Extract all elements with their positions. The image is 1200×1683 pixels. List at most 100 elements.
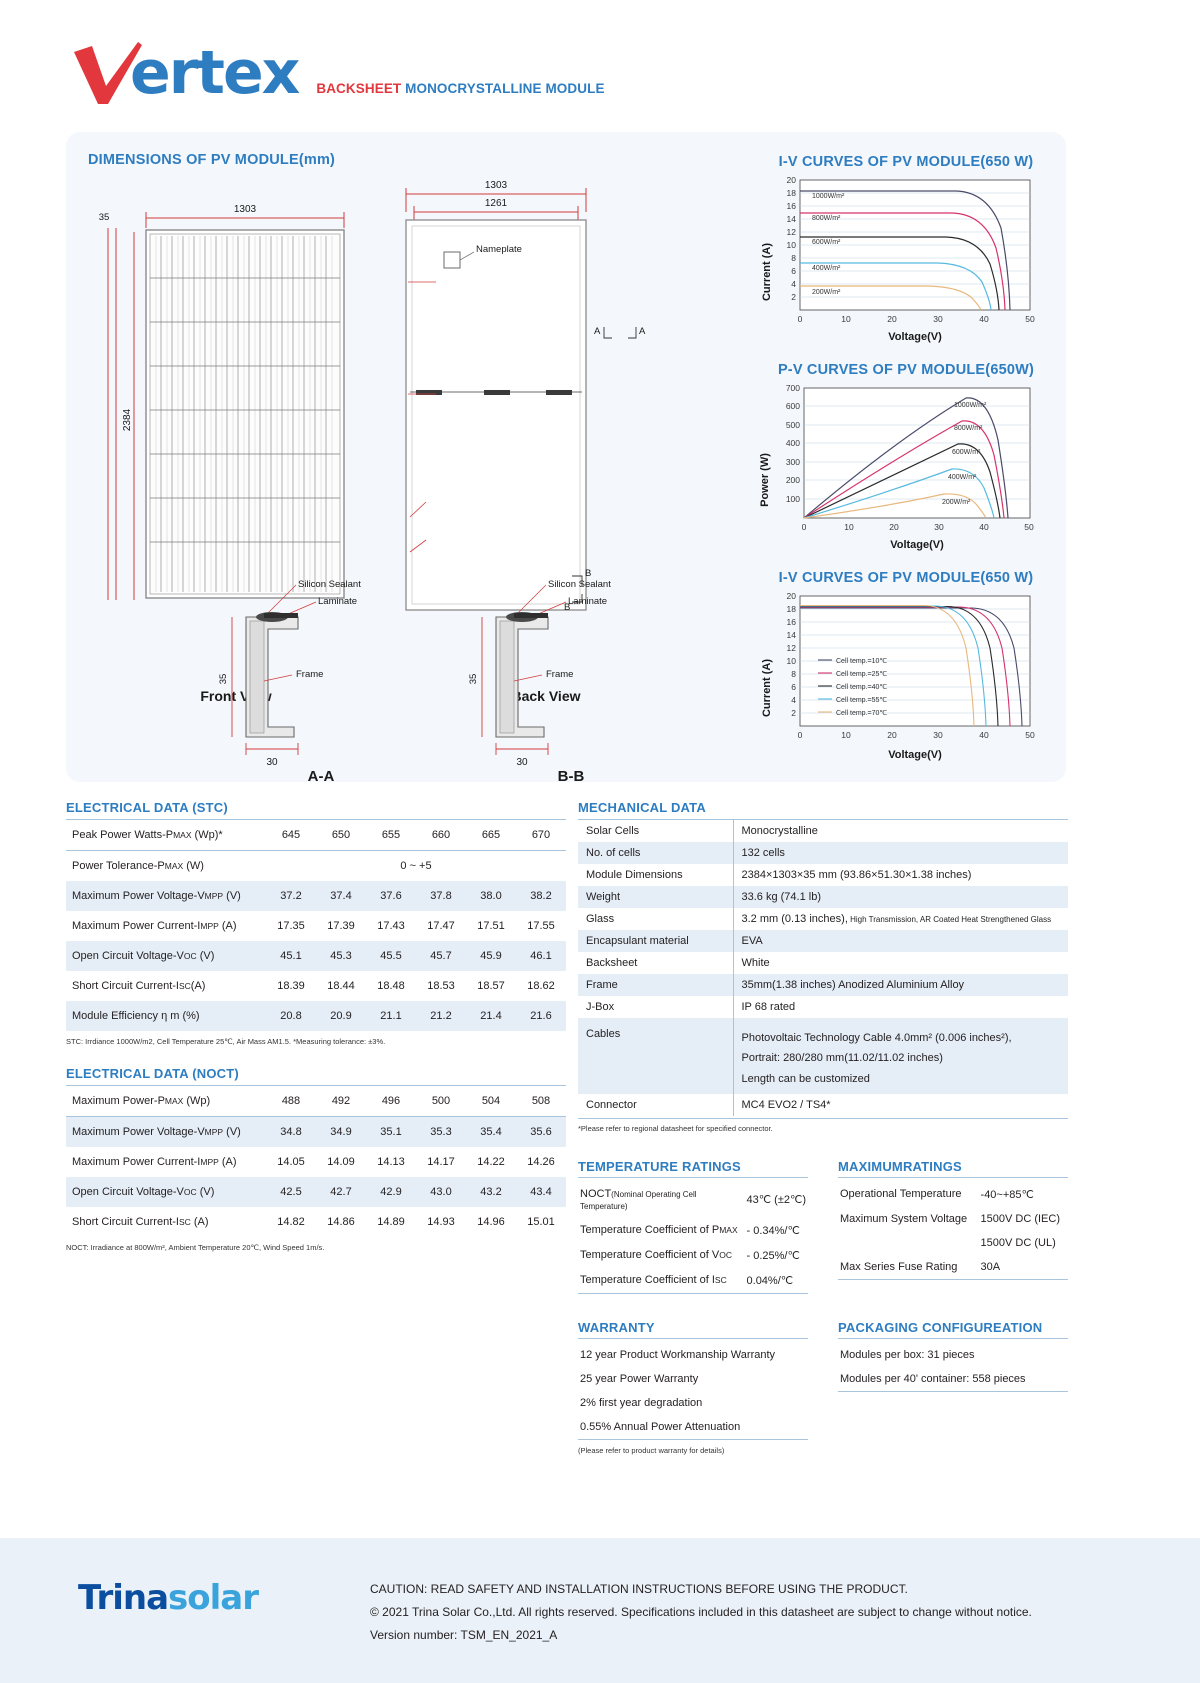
logo-solar: solar <box>168 1578 259 1618</box>
cell: 14.89 <box>377 1215 405 1228</box>
connector-note: *Please refer to regional datasheet for … <box>578 1118 1068 1135</box>
cell: 46.1 <box>530 950 552 962</box>
maximum-ratings-title: MAXIMUMRATINGS <box>838 1159 1068 1178</box>
cell: 670 <box>531 829 551 841</box>
row-key: Encapsulant material <box>578 930 734 952</box>
table-row: Power Tolerance-PMAX (W) 0 ~ +5 <box>66 850 566 882</box>
table-row: Peak Power Watts-PMAX (Wp)* 645 650 655 … <box>66 820 566 851</box>
row-key: Cables <box>578 1018 734 1095</box>
aa-silicon-label: Silicon Sealant <box>298 579 361 590</box>
cell: 504 <box>481 1094 501 1107</box>
cell: 38.0 <box>480 890 502 902</box>
divider <box>578 1292 808 1294</box>
chart3-xlabel: Voltage(V) <box>888 749 942 761</box>
table-row: Encapsulant material EVA <box>578 930 1068 952</box>
cell: 14.13 <box>377 1155 405 1168</box>
row-label: Open Circuit Voltage-VOC (V) <box>72 950 215 962</box>
row-key: Glass <box>578 908 734 930</box>
chart2-series-label-200: 200W/m² <box>942 499 971 506</box>
table-row: Connector MC4 EVO2 / TS4* <box>578 1094 1068 1117</box>
chart1-title: I-V CURVES OF PV MODULE(650 W) <box>778 154 1034 170</box>
chart2-xtick-50: 50 <box>1024 522 1034 532</box>
chart3-ytick-20: 20 <box>787 591 797 601</box>
row-value: 35mm(1.38 inches) Anodized Aluminium All… <box>733 974 1068 996</box>
cell: 18.39 <box>277 980 305 992</box>
table-row: Module Efficiency η m (%) 20.8 20.9 21.1… <box>66 1001 566 1031</box>
footer-copyright-line: © 2021 Trina Solar Co.,Ltd. All rights r… <box>370 1604 1032 1619</box>
row-value: MC4 EVO2 / TS4* <box>741 1099 831 1112</box>
chart1-series-label-200: 200W/m² <box>812 289 841 296</box>
page-footer: Trinasolar CAUTION: READ SAFETY AND INST… <box>0 1538 1200 1683</box>
cell: 35.6 <box>530 1125 552 1138</box>
table-row: Maximum System Voltage 1500V DC (IEC) <box>838 1207 1068 1231</box>
chart3-legend-10: Cell temp.=10℃ <box>836 658 887 665</box>
row-label: Module Efficiency η m (%) <box>72 1010 200 1022</box>
cell: 18.44 <box>327 980 355 992</box>
chart3-ytick-10: 10 <box>787 656 797 666</box>
ratings-split: TEMPERATURE RATINGS NOCT(Nominal Operati… <box>578 1159 1068 1294</box>
chart1-xtick-30: 30 <box>933 314 943 324</box>
table-row: No. of cells 132 cells <box>578 842 1068 864</box>
cell: 42.9 <box>380 1185 402 1198</box>
footer-version-line: Version number: TSM_EN_2021_A <box>370 1627 558 1642</box>
table-row: NOCT(Nominal Operating Cell Temperature)… <box>578 1182 808 1218</box>
maximum-ratings-table: Operational Temperature -40~+85℃ Maximum … <box>838 1182 1068 1279</box>
cell: 43.0 <box>430 1185 452 1198</box>
row-value: Photovoltaic Technology Cable 4.0mm² (0.… <box>733 1018 1068 1095</box>
chart1-ytick-4: 4 <box>791 279 796 289</box>
bb-width-30: 30 <box>516 757 528 768</box>
cell: 37.6 <box>380 890 402 902</box>
cell-merged: 0 ~ +5 <box>400 860 432 872</box>
chart1-series-label-400: 400W/m² <box>812 265 841 272</box>
product-tagline: BACKSHEET MONOCRYSTALLINE MODULE <box>316 81 604 106</box>
cell: 500 <box>431 1094 451 1107</box>
row-value: 1500V DC (IEC) <box>980 1212 1061 1225</box>
table-row: Cables Photovoltaic Technology Cable 4.0… <box>578 1018 1068 1095</box>
chart3-legend-40: Cell temp.=40℃ <box>836 684 887 691</box>
cell: 14.86 <box>327 1215 355 1228</box>
chart3-ytick-12: 12 <box>787 643 797 653</box>
chart3-xtick-40: 40 <box>979 730 989 740</box>
list-item: 0.55% Annual Power Attenuation <box>580 1420 741 1433</box>
dimensions-title: DIMENSIONS OF PV MODULE(mm) <box>88 152 336 168</box>
front-top-dim-1303: 1303 <box>234 204 257 215</box>
row-value: 33.6 kg (74.1 lb) <box>733 886 1068 908</box>
table-row: Solar Cells Monocrystalline <box>578 819 1068 842</box>
bb-silicon-label: Silicon Sealant <box>548 579 611 590</box>
aa-width-30: 30 <box>266 757 278 768</box>
cell: 42.7 <box>330 1185 352 1198</box>
packaging-block: PACKAGING CONFIGUREATION Modules per box… <box>838 1320 1068 1457</box>
chart3-legend-70: Cell temp.=70℃ <box>836 710 887 717</box>
chart1-ytick-10: 10 <box>787 240 797 250</box>
chart2-series-label-400: 400W/m² <box>948 474 977 481</box>
chart2-ytick-100: 100 <box>786 494 800 504</box>
list-item: Modules per box: 31 pieces <box>840 1348 975 1361</box>
back-view-label: Back View <box>511 688 581 704</box>
row-key: Temperature Coefficient of VOC <box>580 1249 732 1262</box>
table-row: J-Box IP 68 rated <box>578 996 1068 1018</box>
row-key: Max Series Fuse Rating <box>840 1260 958 1273</box>
row-value: - 0.34%/℃ <box>746 1224 800 1237</box>
warranty-list: 12 year Product Workmanship Warranty 25 … <box>578 1343 808 1439</box>
row-label: Maximum Power-PMAX (Wp) <box>72 1094 211 1107</box>
chart2-xtick-10: 10 <box>844 522 854 532</box>
chart2-ytick-400: 400 <box>786 438 800 448</box>
cell: 21.4 <box>480 1010 502 1022</box>
cell: 20.8 <box>280 1010 302 1022</box>
row-label: Peak Power Watts-PMAX (Wp)* <box>72 829 223 841</box>
chart1-ytick-8: 8 <box>791 253 796 263</box>
cell: 14.17 <box>427 1155 455 1168</box>
temperature-ratings-title: TEMPERATURE RATINGS <box>578 1159 808 1178</box>
chart3-ytick-16: 16 <box>787 617 797 627</box>
chart2-ytick-200: 200 <box>786 475 800 485</box>
table-row: Maximum Power Voltage-VMPP (V) 37.2 37.4… <box>66 881 566 911</box>
chart1-ytick-14: 14 <box>787 214 797 224</box>
cell: 14.96 <box>477 1215 505 1228</box>
chart1-xtick-0: 0 <box>798 314 803 324</box>
cell: 35.3 <box>430 1125 452 1138</box>
chart1-ytick-18: 18 <box>787 188 797 198</box>
cell: 21.1 <box>380 1010 402 1022</box>
cell: 21.6 <box>530 1010 552 1022</box>
section-aa-label: A-A <box>307 768 335 785</box>
electrical-stc-title: ELECTRICAL DATA (STC) <box>66 800 228 815</box>
